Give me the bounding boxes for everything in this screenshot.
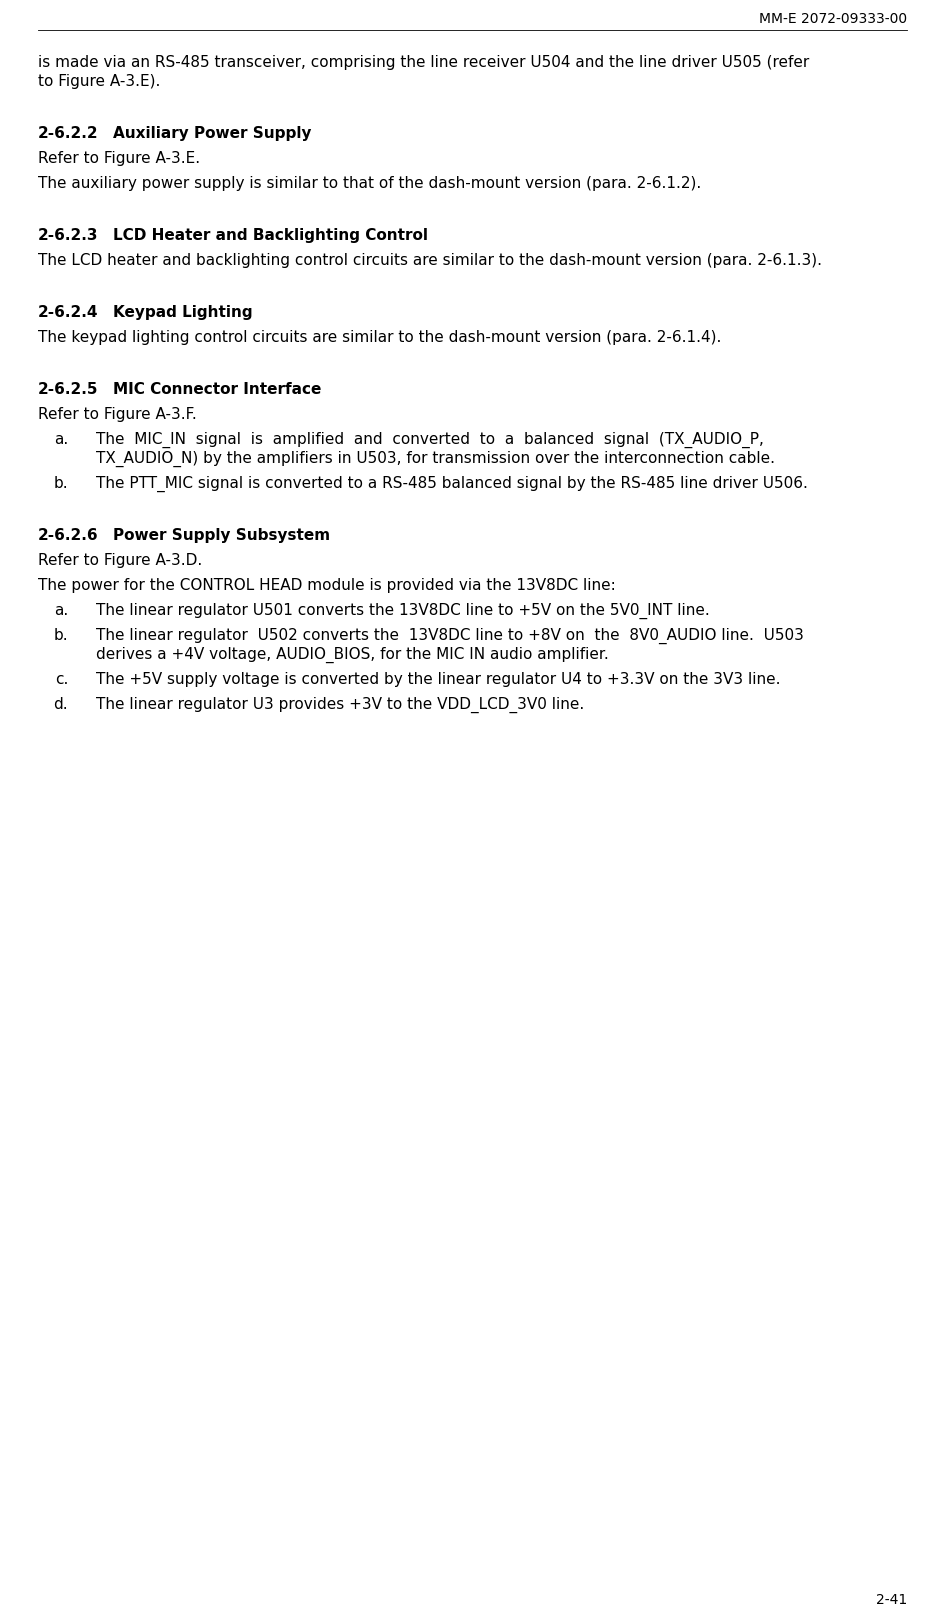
Text: The LCD heater and backlighting control circuits are similar to the dash-mount v: The LCD heater and backlighting control … (38, 253, 821, 267)
Text: The power for the CONTROL HEAD module is provided via the 13V8DC line:: The power for the CONTROL HEAD module is… (38, 578, 615, 593)
Text: Power Supply Subsystem: Power Supply Subsystem (113, 528, 329, 543)
Text: b.: b. (53, 628, 68, 643)
Text: 2-6.2.6: 2-6.2.6 (38, 528, 98, 543)
Text: 2-6.2.5: 2-6.2.5 (38, 382, 98, 396)
Text: a.: a. (54, 432, 68, 446)
Text: is made via an RS-485 transceiver, comprising the line receiver U504 and the lin: is made via an RS-485 transceiver, compr… (38, 55, 808, 69)
Text: Refer to Figure A-3.E.: Refer to Figure A-3.E. (38, 151, 200, 166)
Text: The linear regulator  U502 converts the  13V8DC line to +8V on  the  8V0_AUDIO l: The linear regulator U502 converts the 1… (96, 628, 803, 644)
Text: TX_AUDIO_N) by the amplifiers in U503, for transmission over the interconnection: TX_AUDIO_N) by the amplifiers in U503, f… (96, 451, 774, 467)
Text: The linear regulator U3 provides +3V to the VDD_LCD_3V0 line.: The linear regulator U3 provides +3V to … (96, 698, 583, 714)
Text: c.: c. (55, 672, 68, 686)
Text: 2-6.2.2: 2-6.2.2 (38, 126, 98, 142)
Text: Auxiliary Power Supply: Auxiliary Power Supply (113, 126, 312, 142)
Text: b.: b. (53, 475, 68, 491)
Text: The PTT_MIC signal is converted to a RS-485 balanced signal by the RS-485 line d: The PTT_MIC signal is converted to a RS-… (96, 475, 807, 493)
Text: to Figure A-3.E).: to Figure A-3.E). (38, 74, 160, 89)
Text: The linear regulator U501 converts the 13V8DC line to +5V on the 5V0_INT line.: The linear regulator U501 converts the 1… (96, 603, 709, 619)
Text: d.: d. (53, 698, 68, 712)
Text: The +5V supply voltage is converted by the linear regulator U4 to +3.3V on the 3: The +5V supply voltage is converted by t… (96, 672, 780, 686)
Text: The auxiliary power supply is similar to that of the dash-mount version (para. 2: The auxiliary power supply is similar to… (38, 176, 700, 192)
Text: The keypad lighting control circuits are similar to the dash-mount version (para: The keypad lighting control circuits are… (38, 330, 720, 345)
Text: 2-6.2.3: 2-6.2.3 (38, 229, 98, 243)
Text: a.: a. (54, 603, 68, 619)
Text: MIC Connector Interface: MIC Connector Interface (113, 382, 321, 396)
Text: 2-6.2.4: 2-6.2.4 (38, 304, 98, 321)
Text: MM-E 2072-09333-00: MM-E 2072-09333-00 (758, 11, 906, 26)
Text: Refer to Figure A-3.F.: Refer to Figure A-3.F. (38, 408, 196, 422)
Text: Keypad Lighting: Keypad Lighting (113, 304, 252, 321)
Text: 2-41: 2-41 (875, 1593, 906, 1608)
Text: derives a +4V voltage, AUDIO_BIOS, for the MIC IN audio amplifier.: derives a +4V voltage, AUDIO_BIOS, for t… (96, 648, 608, 664)
Text: The  MIC_IN  signal  is  amplified  and  converted  to  a  balanced  signal  (TX: The MIC_IN signal is amplified and conve… (96, 432, 763, 448)
Text: Refer to Figure A-3.D.: Refer to Figure A-3.D. (38, 553, 202, 569)
Text: LCD Heater and Backlighting Control: LCD Heater and Backlighting Control (113, 229, 428, 243)
